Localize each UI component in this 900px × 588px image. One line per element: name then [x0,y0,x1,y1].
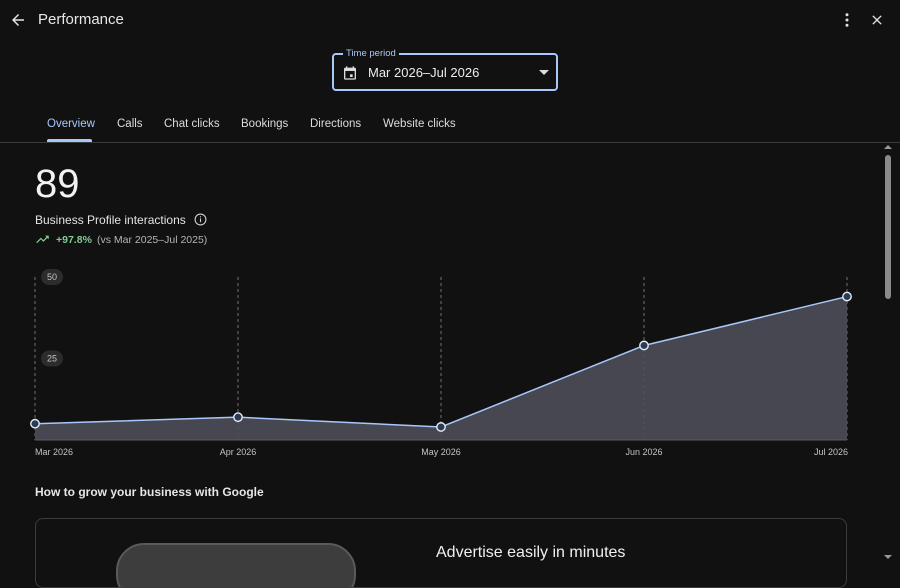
more-options-button[interactable] [836,8,858,32]
area-fill [35,296,847,440]
x-tick-label: Jul 2026 [814,447,848,457]
x-tick-label: Apr 2026 [220,447,257,457]
scrollbar[interactable] [882,143,894,569]
header: Performance [0,0,900,40]
info-icon[interactable] [194,213,207,226]
tab-bar: Overview Calls Chat clicks Bookings Dire… [0,108,900,143]
dropdown-arrow-icon [539,70,549,75]
tab-overview[interactable]: Overview [47,118,95,130]
total-interactions-value: 89 [35,162,80,206]
back-button[interactable] [6,8,30,32]
time-period-value: Mar 2026–Jul 2026 [368,65,480,80]
scroll-thumb[interactable] [885,155,891,299]
arrow-back-icon [12,14,24,26]
page-title: Performance [38,11,124,28]
data-point [30,418,40,429]
metric-label: Business Profile interactions [35,213,186,227]
comparison-period: (vs Mar 2025–Jul 2025) [97,234,208,246]
active-tab-indicator [47,139,92,142]
y-tick-label: 25 [47,354,57,364]
trending-up-icon [36,235,49,244]
promo-title: Advertise easily in minutes [436,544,626,561]
y-tick-background [41,269,63,285]
more-vert-icon [845,13,849,27]
y-tick-background [41,350,63,367]
interactions-chart: 25 50 Mar 2026 Apr 2026 May 2026 Jun 2026 Jul … [30,269,852,457]
tab-calls[interactable]: Calls [117,118,143,130]
tab-bookings[interactable]: Bookings [241,118,289,130]
data-point [842,291,852,302]
x-tick-label: Jun 2026 [625,447,662,457]
x-tick-label: Mar 2026 [35,447,73,457]
promo-illustration [116,543,356,587]
data-point [436,422,446,432]
scroll-down-icon [884,555,892,559]
calendar-icon [344,66,356,80]
time-period-label: Time period [343,47,399,60]
tab-website-clicks[interactable]: Website clicks [383,118,456,130]
y-tick-label: 50 [47,272,57,282]
data-point [233,412,243,423]
change-percentage: +97.8% [56,234,92,246]
scroll-up-icon [884,145,892,149]
time-period-select[interactable]: Time period Mar 2026–Jul 2026 [332,47,558,91]
tab-chat-clicks[interactable]: Chat clicks [164,118,220,130]
close-icon [872,15,882,25]
section-title: How to grow your business with Google [35,485,264,499]
x-tick-label: May 2026 [421,447,461,457]
tab-directions[interactable]: Directions [310,118,362,130]
promo-card[interactable]: Advertise easily in minutes [35,518,847,588]
close-button[interactable] [866,8,888,32]
data-point [639,340,649,351]
